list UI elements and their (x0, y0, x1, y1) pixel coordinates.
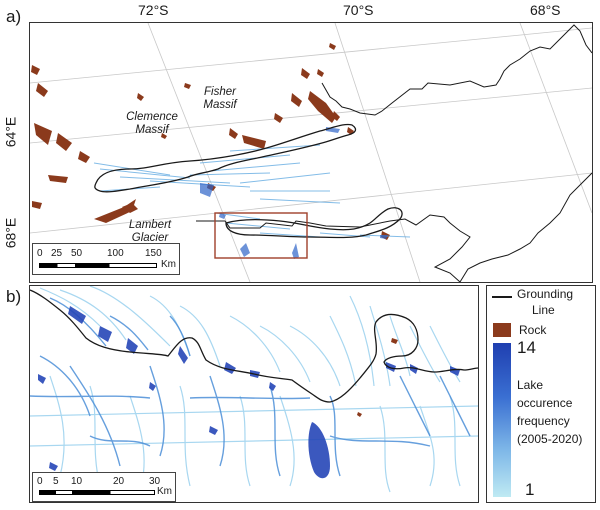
grounding-line-a (94, 123, 357, 193)
lake-dense-areas (200, 127, 388, 259)
panel-a-map (29, 22, 593, 283)
ice-shelf-edge (459, 172, 592, 282)
scale-b-bar (39, 490, 155, 495)
legend-grounding-line-label-2: Line (532, 303, 555, 317)
lake-streaks-medium (30, 297, 471, 477)
legend: Grounding Line Rock 14 Lake occurence fr… (486, 285, 596, 503)
scale-a-unit: Km (161, 259, 176, 270)
scale-b-tick-5: 5 (53, 476, 59, 487)
legend-rock-label: Rock (519, 323, 547, 337)
grounding-line-a-east (225, 207, 403, 239)
legend-min-value: 1 (525, 480, 535, 499)
scale-a-tick-0: 0 (37, 248, 43, 259)
lake-streaks-light (30, 286, 478, 493)
ice-shelf-front (321, 24, 592, 116)
scale-a-tick-25: 25 (51, 248, 63, 259)
clemence-massif-label: Clemence Massif (126, 111, 178, 136)
grounding-line-b (30, 289, 478, 403)
scale-b-unit: Km (157, 486, 172, 497)
scale-bar-b: 0 5 10 20 30 Km (32, 472, 176, 502)
legend-grounding-line-label: Grounding (517, 287, 574, 301)
scale-b-tick-0: 0 (37, 476, 43, 487)
panel-b-map (29, 285, 479, 503)
lambert-glacier-label: Lambert Glacier (128, 219, 172, 244)
scale-b-tick-10: 10 (71, 476, 83, 487)
legend-rock-swatch (493, 323, 511, 337)
fisher-massif-label: Fisher Massif (203, 86, 237, 111)
scale-a-tick-150: 150 (145, 248, 162, 259)
legend-grounding-line-swatch (492, 296, 512, 298)
scale-bar-a: 0 25 50 100 150 Km (32, 243, 180, 275)
graticule (30, 23, 592, 282)
lat-tick-68s: 68°S (530, 2, 561, 18)
legend-lake-colorbar (493, 343, 511, 497)
scale-a-tick-100: 100 (107, 248, 124, 259)
legend-max-value: 14 (517, 338, 536, 357)
lat-tick-72s: 72°S (138, 2, 169, 18)
lat-tick-70s: 70°S (343, 2, 374, 18)
inset-box (214, 212, 308, 259)
scale-a-bar (39, 263, 157, 268)
panel-a-label: a) (6, 7, 22, 26)
coastline (196, 214, 471, 282)
rock-outcrops (31, 43, 390, 240)
scale-b-tick-20: 20 (113, 476, 125, 487)
legend-lake-label: Lake occurence frequency (2005-2020) (517, 378, 583, 446)
panel-b-map-svg (30, 286, 478, 493)
rock-outcrops-b (357, 338, 398, 417)
panel-a-map-svg (30, 23, 592, 282)
lon-tick-64e: 64°E (2, 116, 19, 148)
lon-tick-68e: 68°E (2, 217, 19, 249)
panel-b-label: b) (6, 287, 22, 306)
lake-dense-spots (38, 306, 460, 479)
scale-b-tick-30: 30 (149, 476, 161, 487)
scale-a-tick-50: 50 (71, 248, 83, 259)
